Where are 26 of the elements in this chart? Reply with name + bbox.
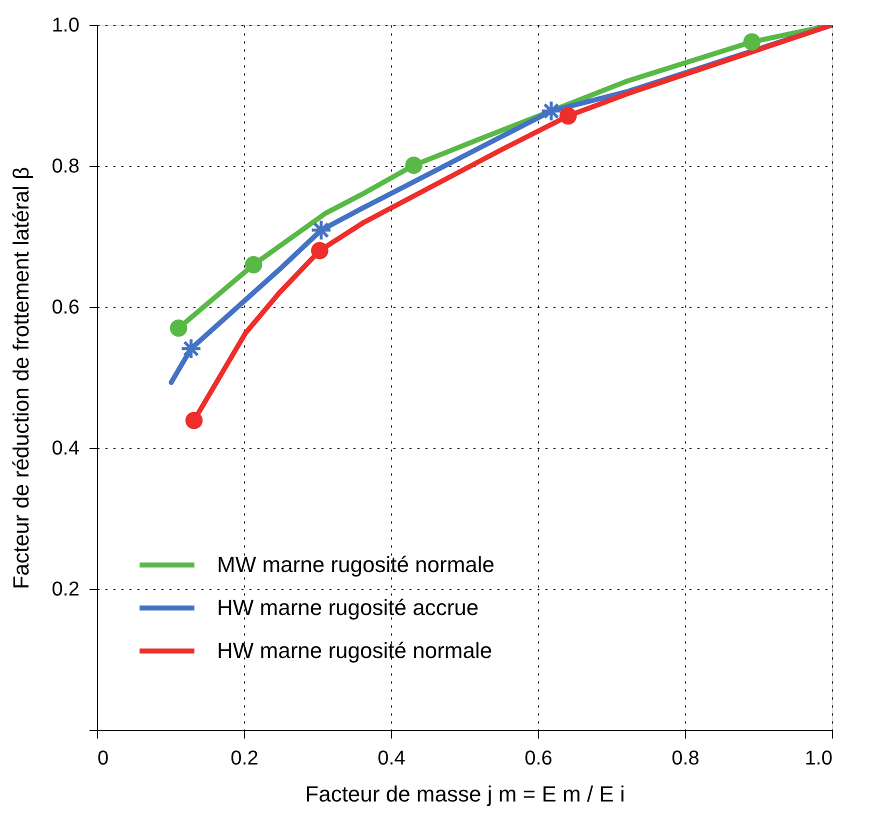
point	[170, 320, 188, 337]
point	[743, 33, 761, 51]
y-tick-label: 1.0	[52, 14, 80, 36]
x-axis-title: Facteur de masse j m = E m / E i	[305, 782, 625, 806]
point	[311, 242, 328, 260]
point	[244, 256, 262, 274]
x-tick-label: 0.6	[524, 748, 552, 770]
y-tick-label: 0.4	[52, 438, 80, 460]
x-tick-label: 1.0	[804, 748, 832, 770]
legend-label: HW marne rugosité accrue	[217, 595, 479, 620]
x-tick-label: 0.2	[230, 748, 258, 770]
x-tick-label: 0	[98, 748, 109, 770]
y-axis-title: Facteur de réduction de frottement latéral β	[8, 166, 34, 590]
point	[540, 100, 562, 122]
x-tick-label: 0.8	[672, 748, 700, 770]
point	[185, 412, 203, 430]
point	[310, 219, 332, 242]
y-tick-label: 0.2	[52, 578, 80, 600]
point	[405, 156, 422, 174]
point	[559, 107, 577, 125]
y-tick-label: 0.6	[52, 296, 80, 318]
x-tick-label: 0.4	[378, 748, 406, 770]
point	[180, 338, 202, 360]
legend-label: MW marne rugosité normale	[217, 552, 495, 577]
y-tick-label: 0.8	[52, 156, 80, 178]
legend-label: HW marne rugosité normale	[217, 638, 492, 663]
